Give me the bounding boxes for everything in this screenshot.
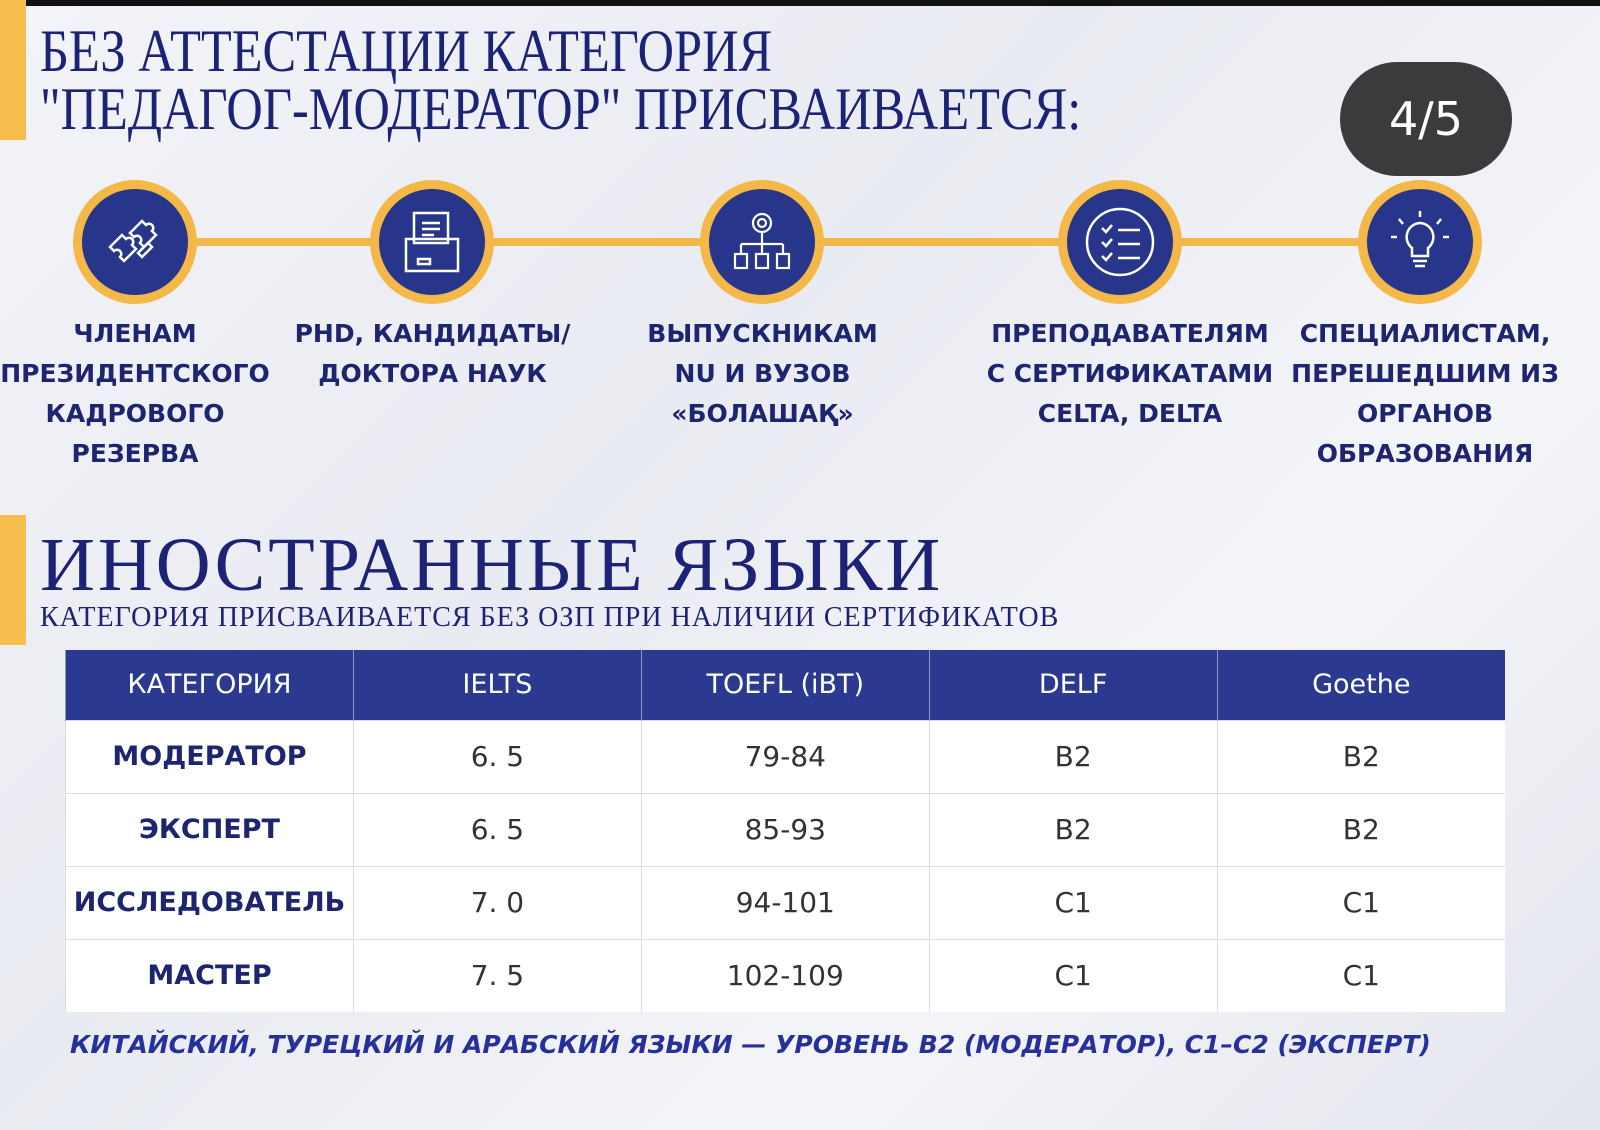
group-label-teachers: ПРЕПОДАВАТЕЛЯМ С СЕРТИФИКАТАМИ CELTA, DE… [986, 319, 1274, 428]
col-header: КАТЕГОРИЯ [65, 650, 354, 720]
cell: B2 [928, 792, 1218, 866]
title-line-1: БЕЗ АТТЕСТАЦИИ КАТЕГОРИЯ [40, 18, 773, 84]
cell: C1 [1216, 938, 1505, 1012]
cell: ИССЛЕДОВАТЕЛЬ [65, 865, 354, 939]
cell: C1 [928, 865, 1218, 939]
group-label-reserve: ЧЛЕНАМ ПРЕЗИДЕНТСКОГО КАДРОВОГО РЕЗЕРВА [0, 319, 270, 468]
lightbulb-icon [1358, 180, 1482, 304]
col-header: IELTS [352, 650, 642, 720]
accent-bar [0, 0, 26, 140]
col-header: Goethe [1216, 650, 1505, 720]
cell: 7. 0 [352, 865, 642, 939]
cell: МОДЕРАТОР [65, 719, 354, 793]
table-row: МАСТЕР 7. 5 102-109 C1 C1 [65, 938, 1505, 1012]
checklist-icon [1058, 180, 1182, 304]
table-row: МОДЕРАТОР 6. 5 79-84 B2 B2 [65, 719, 1505, 793]
footnote: КИТАЙСКИЙ, ТУРЕЦКИЙ И АРАБСКИЙ ЯЗЫКИ — У… [70, 1030, 1431, 1059]
cell: 102-109 [640, 938, 930, 1012]
cell: 85-93 [640, 792, 930, 866]
group-label-phd: PHD, КАНДИДАТЫ/ ДОКТОРА НАУК [294, 319, 571, 388]
top-bar [0, 0, 1600, 6]
accent-bar-2 [0, 515, 26, 645]
cell: B2 [1216, 792, 1505, 866]
page-title: БЕЗ АТТЕСТАЦИИ КАТЕГОРИЯ "ПЕДАГОГ-МОДЕРА… [40, 18, 1082, 142]
group-label-specialists: СПЕЦИАЛИСТАМ, ПЕРЕШЕДШИМ ИЗ ОРГАНОВ ОБРА… [1291, 319, 1559, 468]
col-header: TOEFL (iBT) [640, 650, 930, 720]
cell: B2 [928, 719, 1218, 793]
folder-documents-icon [370, 180, 494, 304]
cell: 94-101 [640, 865, 930, 939]
cell: 79-84 [640, 719, 930, 793]
title-line-2: "ПЕДАГОГ-МОДЕРАТОР" ПРИСВАИВАЕТСЯ: [40, 76, 1082, 142]
cell: 6. 5 [352, 792, 642, 866]
puzzle-icon [73, 180, 197, 304]
hierarchy-gear-icon [700, 180, 824, 304]
cell: C1 [928, 938, 1218, 1012]
section-subtitle: КАТЕГОРИЯ ПРИСВАИВАЕТСЯ БЕЗ ОЗП ПРИ НАЛИ… [40, 602, 1060, 633]
cell: B2 [1216, 719, 1505, 793]
table-row: ЭКСПЕРТ 6. 5 85-93 B2 B2 [65, 792, 1505, 866]
cell: C1 [1216, 865, 1505, 939]
cell: ЭКСПЕРТ [65, 792, 354, 866]
cell: МАСТЕР [65, 938, 354, 1012]
certificates-table: КАТЕГОРИЯ IELTS TOEFL (iBT) DELF Goethe … [65, 650, 1505, 1012]
cell: 7. 5 [352, 938, 642, 1012]
col-header: DELF [928, 650, 1218, 720]
group-label-graduates: ВЫПУСКНИКАМ NU И ВУЗОВ «БОЛАШАҚ» [647, 319, 878, 428]
cell: 6. 5 [352, 719, 642, 793]
table-header: КАТЕГОРИЯ IELTS TOEFL (iBT) DELF Goethe [65, 650, 1505, 720]
page-indicator: 4/5 [1340, 62, 1512, 176]
section-title: ИНОСТРАННЫЕ ЯЗЫКИ [40, 523, 944, 607]
table-row: ИССЛЕДОВАТЕЛЬ 7. 0 94-101 C1 C1 [65, 865, 1505, 939]
